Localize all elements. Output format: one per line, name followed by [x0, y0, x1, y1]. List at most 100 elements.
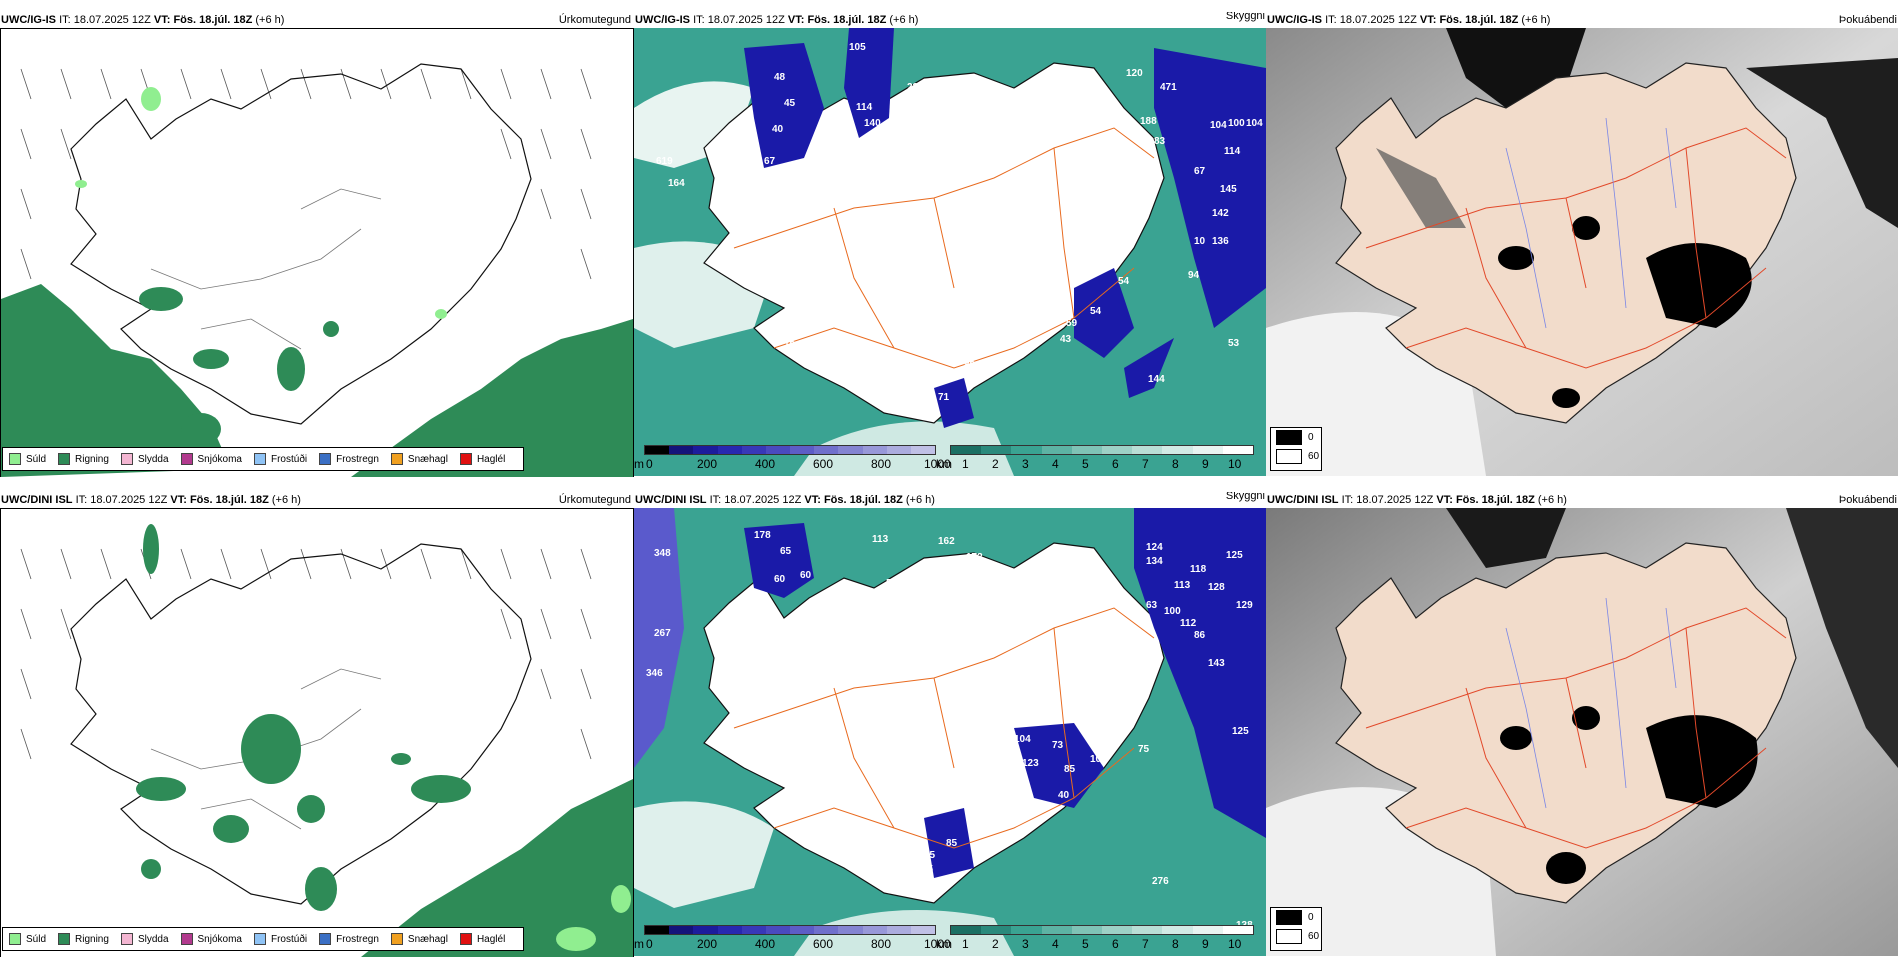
- svg-text:85: 85: [946, 838, 958, 849]
- svg-text:42: 42: [819, 128, 831, 139]
- svg-text:128: 128: [1208, 582, 1225, 593]
- svg-text:471: 471: [1160, 82, 1177, 93]
- svg-text:162: 162: [938, 536, 955, 547]
- fog-legend: 0 60: [1270, 427, 1322, 471]
- svg-text:112: 112: [1180, 618, 1197, 629]
- svg-text:85: 85: [1064, 764, 1076, 775]
- precip-map: [0, 508, 634, 957]
- svg-text:73: 73: [1052, 740, 1064, 751]
- svg-text:66: 66: [776, 172, 788, 183]
- svg-text:11: 11: [844, 634, 855, 645]
- legend-item: Snjókoma: [180, 453, 242, 465]
- svg-text:60: 60: [800, 570, 812, 581]
- ceiling-panel-bottom: UWC/DINI ISL IT: 18.07.2025 12Z VT: Fös.…: [634, 492, 1268, 957]
- svg-text:346: 346: [646, 668, 663, 679]
- svg-text:56: 56: [744, 140, 756, 151]
- svg-text:18: 18: [784, 340, 796, 351]
- svg-text:164: 164: [668, 178, 685, 189]
- svg-text:145: 145: [1220, 184, 1237, 195]
- svg-text:125: 125: [1232, 726, 1249, 737]
- legend-item: Súld: [9, 453, 46, 465]
- svg-text:143: 143: [1208, 658, 1225, 669]
- svg-text:125: 125: [1226, 550, 1243, 561]
- precip-panel-top: UWC/IG-IS IT: 18.07.2025 12Z VT: Fös. 18…: [0, 12, 634, 477]
- legend-item: Súld: [9, 933, 46, 945]
- svg-text:54: 54: [1118, 276, 1130, 287]
- svg-text:100: 100: [1228, 118, 1245, 129]
- svg-text:10: 10: [1194, 236, 1206, 247]
- legend-item: Frostregn: [319, 453, 379, 465]
- legend-item: Slydda: [120, 453, 169, 465]
- ceiling-panel-top: UWC/IG-IS IT: 18.07.2025 12Z VT: Fös. 18…: [634, 12, 1268, 477]
- svg-text:48: 48: [774, 72, 786, 83]
- svg-text:71: 71: [938, 392, 950, 403]
- panel-type-label: Skyggni: [1225, 12, 1265, 22]
- svg-text:348: 348: [654, 548, 671, 559]
- svg-text:136: 136: [1212, 236, 1229, 247]
- svg-text:63: 63: [1146, 600, 1158, 611]
- svg-text:104: 104: [1246, 118, 1263, 129]
- visibility-colorbar: km 1 2 3 4 5 6 7 8 9 10: [936, 445, 1264, 475]
- svg-text:94: 94: [1188, 270, 1200, 281]
- svg-text:505: 505: [886, 578, 903, 589]
- legend-item: Haglél: [459, 933, 505, 945]
- svg-text:106: 106: [1090, 754, 1107, 765]
- svg-text:114: 114: [856, 102, 873, 113]
- precip-map: [0, 28, 634, 477]
- legend-item: Snjókoma: [180, 933, 242, 945]
- svg-text:123: 123: [1022, 758, 1039, 769]
- svg-text:114: 114: [1224, 146, 1241, 157]
- fog-panel-top: UWC/IG-IS IT: 18.07.2025 12Z VT: Fös. 18…: [1266, 12, 1900, 477]
- svg-text:52: 52: [830, 234, 842, 245]
- svg-text:124: 124: [1146, 542, 1163, 553]
- svg-text:113: 113: [872, 534, 889, 545]
- svg-text:105: 105: [849, 42, 866, 53]
- svg-text:40: 40: [1058, 790, 1070, 801]
- svg-text:45: 45: [784, 98, 796, 109]
- svg-text:178: 178: [754, 530, 771, 541]
- svg-text:57: 57: [776, 190, 788, 201]
- panel-header: UWC/IG-IS IT: 18.07.2025 12Z VT: Fös. 18…: [1, 14, 631, 26]
- svg-text:104: 104: [1210, 120, 1227, 131]
- svg-text:83: 83: [1154, 136, 1166, 147]
- panel-header: UWC/IG-IS IT: 18.07.2025 12Z VT: Fös. 18…: [1267, 14, 1897, 26]
- legend-item: Frostregn: [319, 933, 379, 945]
- svg-text:31: 31: [832, 142, 844, 153]
- svg-text:67: 67: [764, 156, 776, 167]
- ceiling-visibility-map: 348 178 65 60 113 162 172 505 124 134 11…: [634, 508, 1266, 956]
- svg-text:65: 65: [780, 546, 792, 557]
- fog-panel-bottom: UWC/DINI ISL IT: 18.07.2025 12Z VT: Fös.…: [1266, 492, 1900, 957]
- svg-text:619: 619: [656, 156, 673, 167]
- svg-text:40: 40: [772, 124, 784, 135]
- rain-areas: [1, 284, 633, 477]
- svg-text:86: 86: [1194, 630, 1206, 641]
- svg-text:43: 43: [1060, 334, 1072, 345]
- svg-text:172: 172: [966, 552, 983, 563]
- svg-text:129: 129: [1236, 600, 1253, 611]
- ceiling-visibility-map: 105 48 45 229 114 140 42 31 471 120 104 …: [634, 28, 1266, 476]
- svg-text:229: 229: [907, 82, 924, 93]
- fog-index-map: [1266, 28, 1898, 476]
- svg-text:78: 78: [950, 714, 962, 725]
- panel-type-label: Þokuábendi: [1838, 14, 1897, 26]
- svg-text:142: 142: [1212, 208, 1229, 219]
- svg-text:113: 113: [1174, 580, 1191, 591]
- fog-index-map: [1266, 508, 1898, 956]
- svg-text:12: 12: [870, 240, 882, 251]
- svg-text:45: 45: [924, 850, 936, 861]
- wind-barbs: [20, 68, 592, 280]
- svg-text:75: 75: [1138, 744, 1150, 755]
- legend-item: Frostúði: [253, 933, 307, 945]
- svg-text:100: 100: [1164, 606, 1181, 617]
- svg-text:144: 144: [1148, 374, 1165, 385]
- panel-header: UWC/DINI ISL IT: 18.07.2025 12Z VT: Fös.…: [1267, 494, 1897, 506]
- svg-text:20: 20: [880, 272, 892, 283]
- legend-item: Slydda: [120, 933, 169, 945]
- svg-text:60: 60: [774, 574, 786, 585]
- svg-text:118: 118: [1190, 564, 1207, 575]
- svg-text:35: 35: [922, 864, 934, 875]
- panel-header: UWC/DINI ISL IT: 18.07.2025 12Z VT: Fös.…: [634, 492, 1268, 508]
- panel-type-label: Þokuábendi: [1838, 494, 1897, 506]
- legend-item: Haglél: [459, 453, 505, 465]
- svg-text:40: 40: [940, 878, 952, 889]
